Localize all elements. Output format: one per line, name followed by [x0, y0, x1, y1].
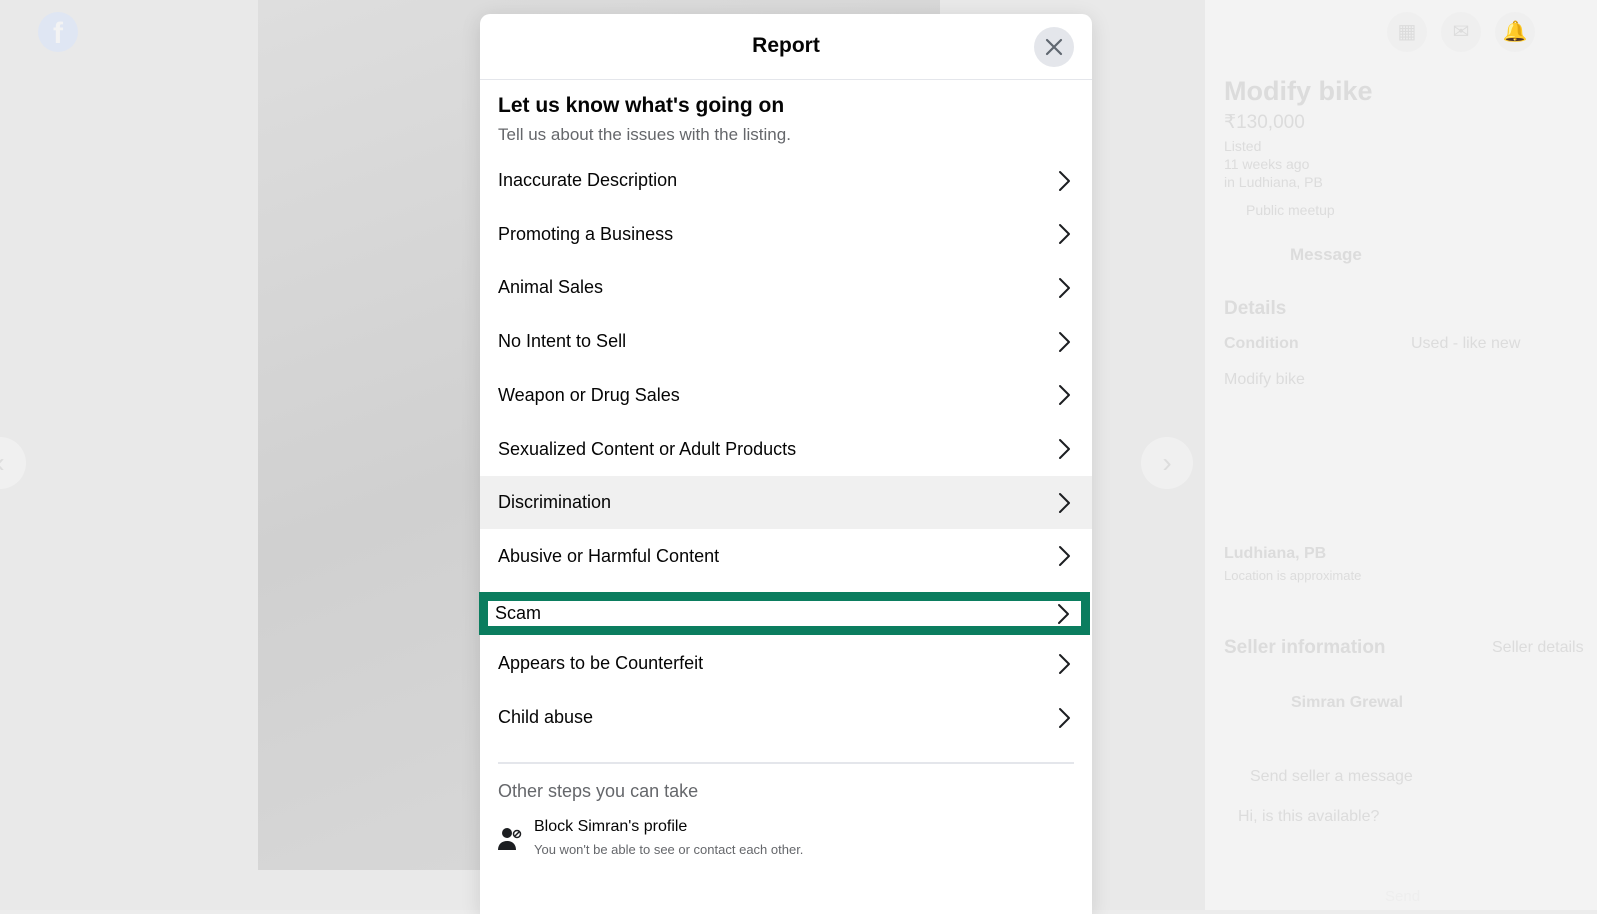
option-label: Discrimination	[498, 492, 612, 513]
location: Ludhiana, PB	[1224, 545, 1327, 562]
option-label: No Intent to Sell	[498, 331, 627, 352]
other-steps-heading: Other steps you can take	[498, 781, 699, 801]
option-label: Abusive or Harmful Content	[498, 545, 720, 566]
report-dialog: Report Let us know what's going on Tell …	[479, 14, 1092, 914]
menu-grid-icon[interactable]: ▦	[1387, 12, 1427, 52]
details-heading: Details	[1224, 298, 1287, 319]
chevron-right-icon	[1059, 653, 1070, 674]
option-label: Animal Sales	[498, 277, 604, 298]
bell-icon[interactable]: 🔔	[1495, 12, 1535, 52]
listing-details-panel: ▦ ✉ 🔔 Modify bike ₹130,000 Listed 11 wee…	[1205, 0, 1597, 910]
messenger-icon[interactable]: ✉	[1441, 12, 1481, 52]
chevron-right-icon	[1059, 492, 1070, 513]
seller-heading: Seller information	[1224, 637, 1386, 658]
message-input[interactable]: Hi, is this available?	[1238, 808, 1380, 825]
option-label: Inaccurate Description	[498, 170, 678, 190]
listing-title: Modify bike	[1224, 76, 1373, 106]
chevron-right-icon	[1059, 707, 1070, 728]
report-option-scam[interactable]: Scam	[479, 592, 1090, 635]
next-photo-button[interactable]: ›	[1141, 437, 1193, 489]
chevron-right-icon	[1059, 224, 1070, 245]
option-label: Sexualized Content or Adult Products	[498, 438, 797, 459]
seller-name[interactable]: Simran Grewal	[1291, 694, 1404, 711]
report-option-animal-sales[interactable]: Animal Sales	[480, 261, 1092, 314]
dialog-header: Report	[480, 14, 1092, 80]
report-option-inaccurate-description[interactable]: Inaccurate Description	[480, 154, 1092, 207]
chevron-right-icon	[1059, 546, 1070, 567]
report-option-child-abuse[interactable]: Child abuse	[480, 691, 1092, 744]
condition-value: Used - like new	[1411, 335, 1521, 352]
listed-location: in Ludhiana, PB	[1224, 174, 1323, 190]
dialog-subheading: Tell us about the issues with the listin…	[498, 125, 791, 144]
report-option-sexualized-content-or-adult-products[interactable]: Sexualized Content or Adult Products	[480, 423, 1092, 476]
option-label: Promoting a Business	[498, 223, 674, 244]
report-option-no-intent-to-sell[interactable]: No Intent to Sell	[480, 315, 1092, 368]
chevron-right-icon	[1058, 603, 1069, 624]
send-button[interactable]: Send	[1385, 888, 1421, 905]
report-option-weapon-or-drug-sales[interactable]: Weapon or Drug Sales	[480, 369, 1092, 422]
listed-ago: 11 weeks ago	[1224, 156, 1310, 172]
block-user-icon	[498, 828, 522, 850]
report-option-discrimination[interactable]: Discrimination	[480, 476, 1092, 530]
report-option-promoting-a-business[interactable]: Promoting a Business	[480, 208, 1092, 261]
report-option-appears-to-be-counterfeit[interactable]: Appears to be Counterfeit	[480, 637, 1092, 690]
listed-label: Listed	[1224, 138, 1262, 154]
facebook-logo: f	[38, 12, 78, 52]
condition-label: Condition	[1224, 335, 1299, 352]
chevron-right-icon	[1059, 385, 1070, 406]
block-title: Block Simran's profile	[534, 818, 688, 835]
divider	[498, 762, 1074, 764]
dialog-title: Report	[752, 34, 820, 57]
option-label: Weapon or Drug Sales	[498, 384, 680, 405]
dialog-heading: Let us know what's going on	[498, 94, 785, 117]
listing-price: ₹130,000	[1224, 112, 1305, 133]
block-subtitle: You won't be able to see or contact each…	[534, 842, 804, 857]
description: Modify bike	[1224, 371, 1305, 388]
option-label: Scam	[495, 603, 542, 623]
report-option-abusive-or-harmful-content[interactable]: Abusive or Harmful Content	[480, 530, 1092, 583]
send-message-label: Send seller a message	[1250, 768, 1413, 785]
location-note: Location is approximate	[1224, 568, 1362, 583]
chevron-right-icon	[1059, 170, 1070, 191]
option-label: Child abuse	[498, 707, 594, 727]
option-label: Appears to be Counterfeit	[498, 653, 704, 674]
chevron-right-icon	[1059, 439, 1070, 459]
message-button[interactable]: Message	[1290, 245, 1362, 264]
close-button[interactable]	[1034, 27, 1074, 67]
chevron-right-icon	[1059, 277, 1070, 298]
seller-details-link[interactable]: Seller details	[1492, 639, 1584, 656]
close-icon	[1045, 38, 1063, 56]
chevron-right-icon	[1059, 331, 1070, 352]
block-profile-option[interactable]: Block Simran's profile You won't be able…	[498, 818, 803, 857]
public-meetup: Public meetup	[1246, 202, 1335, 218]
